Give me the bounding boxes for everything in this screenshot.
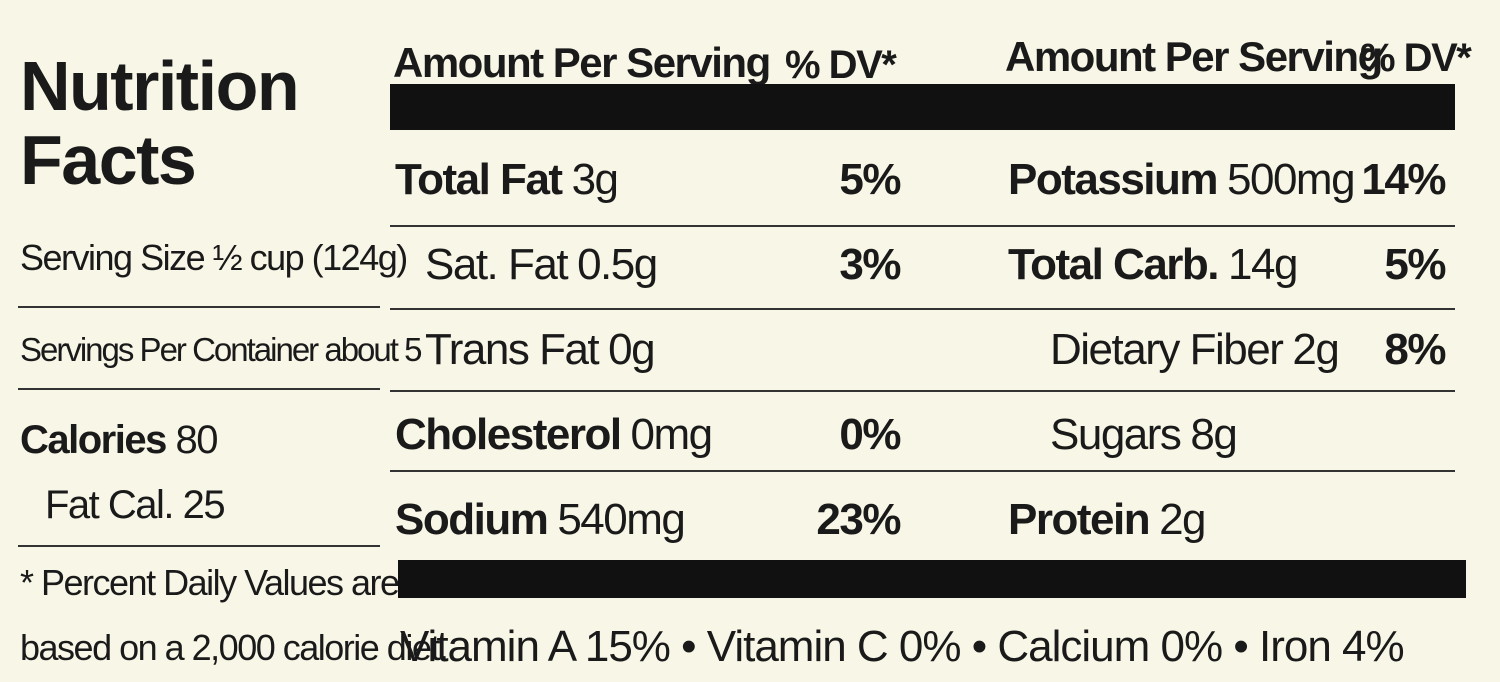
nutrient: Dietary Fiber 2g: [1050, 325, 1340, 374]
daily-value: 23%: [816, 495, 901, 544]
calories-label: Calories: [20, 418, 167, 462]
nutrient: Sodium 540mg: [395, 495, 686, 544]
rule: [390, 225, 1455, 227]
nutrient-amount: 0g: [608, 325, 655, 374]
header-amount: Amount Per Serving: [1005, 33, 1383, 80]
calories-value: 80: [175, 418, 218, 462]
calories: Calories 80: [20, 418, 218, 462]
rule: [390, 390, 1455, 392]
header-dv: % DV*: [785, 43, 897, 87]
nutrient-amount: 0.5g: [577, 240, 658, 289]
daily-value: 5%: [1384, 240, 1446, 289]
thick-bar: [390, 84, 1455, 130]
daily-value: 14%: [1361, 155, 1446, 204]
nutrient-amount: 0mg: [630, 410, 714, 459]
rule: [18, 306, 380, 308]
daily-value: 3%: [839, 240, 901, 289]
nutrient-amount: 14g: [1228, 240, 1298, 289]
nutrient-amount: 2g: [1292, 325, 1339, 374]
servings: Servings Per Container about 5: [20, 331, 422, 368]
nutrient: Total Fat 3g: [395, 155, 619, 204]
nutrient: Protein 2g: [1008, 495, 1207, 544]
nutrient-name: Potassium: [1008, 155, 1219, 204]
rule: [390, 308, 1455, 310]
nutrient: Total Carb. 14g: [1008, 240, 1298, 289]
rule: [18, 545, 380, 547]
nutrient-name: Total Carb.: [1008, 240, 1220, 289]
header-dv: % DV*: [1360, 36, 1472, 80]
nutrient-amount: 2g: [1159, 495, 1206, 544]
nutrient-amount: 3g: [571, 155, 619, 204]
daily-value: 8%: [1384, 325, 1446, 374]
nutrient-name: Sat. Fat: [425, 240, 569, 289]
title: Nutrition Facts: [20, 47, 300, 199]
fat-calories: Fat Cal. 25: [45, 483, 226, 527]
nutrient-name: Total Fat: [395, 155, 563, 204]
rule: [390, 470, 1455, 472]
nutrient-amount: 8g: [1190, 410, 1237, 459]
daily-value: 0%: [839, 410, 901, 459]
nutrient-name: Dietary Fiber: [1050, 325, 1284, 374]
header-amount: Amount Per Serving: [393, 39, 771, 86]
serving-size: Serving Size ½ cup (124g): [20, 237, 408, 278]
footnote: * Percent Daily Values are: [20, 562, 400, 603]
nutrient: Sat. Fat 0.5g: [425, 240, 658, 289]
nutrient: Potassium 500mg: [1008, 155, 1356, 204]
nutrient-name: Sugars: [1050, 410, 1182, 459]
nutrient: Sugars 8g: [1050, 410, 1238, 459]
nutrient-name: Trans Fat: [425, 325, 600, 374]
nutrient-amount: 540mg: [557, 495, 686, 544]
nutrient: Cholesterol 0mg: [395, 410, 714, 459]
nutrient: Trans Fat 0g: [425, 325, 656, 374]
nutrient-name: Sodium: [395, 495, 549, 544]
footnote: based on a 2,000 calorie diet.: [20, 627, 449, 668]
daily-value: 5%: [839, 155, 901, 204]
thick-bar: [398, 560, 1466, 598]
nutrient-amount: 500mg: [1227, 155, 1356, 204]
vitamins: Vitamin A 15% • Vitamin C 0% • Calcium 0…: [400, 622, 1405, 671]
nutrient-name: Protein: [1008, 495, 1151, 544]
nutrient-name: Cholesterol: [395, 410, 622, 459]
rule: [18, 388, 380, 390]
